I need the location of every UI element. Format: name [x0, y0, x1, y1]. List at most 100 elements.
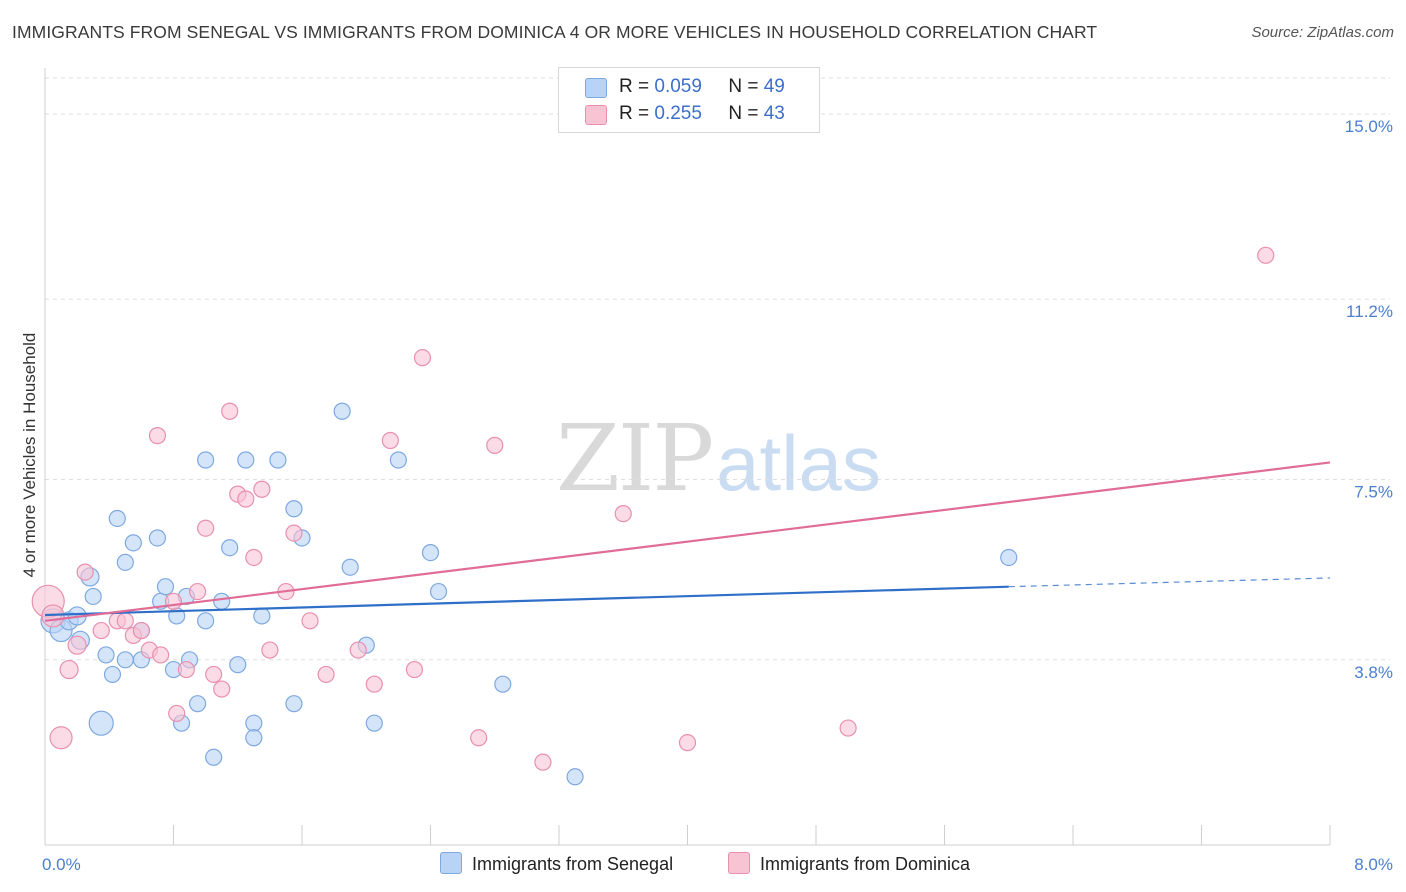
- y-tick-label-1: 7.5%: [1354, 482, 1393, 501]
- y-tick-label-0: 3.8%: [1354, 663, 1393, 682]
- point-dominica-33: [381, 431, 399, 450]
- point-dominica-20: [213, 680, 231, 698]
- point-senegal-28: [213, 592, 231, 610]
- point-senegal-48: [1000, 548, 1018, 567]
- trend-lines: [44, 461, 1331, 622]
- point-senegal-12: [116, 553, 134, 571]
- legend-n-value-senegal: 49: [763, 76, 785, 97]
- legend-r-value-senegal: 0.059: [654, 76, 702, 97]
- bottom-legend-dominica: Immigrants from Dominica: [728, 852, 970, 875]
- legend-r-value-dominica: 0.255: [654, 103, 702, 124]
- point-dominica-30: [317, 665, 335, 684]
- point-senegal-34: [253, 607, 271, 625]
- bottom-legend-label-senegal: Immigrants from Senegal: [472, 854, 674, 874]
- point-dominica-24: [245, 548, 263, 567]
- point-dominica-15: [168, 704, 186, 723]
- point-senegal-18: [156, 578, 175, 596]
- point-senegal-11: [116, 651, 134, 669]
- point-senegal-31: [237, 451, 255, 469]
- y-tick-label-2: 11.2%: [1346, 302, 1393, 321]
- point-senegal-27: [205, 748, 223, 766]
- point-dominica-12: [148, 427, 167, 445]
- point-dominica-42: [1257, 246, 1275, 264]
- bottom-legend-swatch-dominica: [728, 852, 750, 874]
- point-senegal-29: [221, 539, 239, 557]
- legend-swatch-senegal: [585, 78, 607, 98]
- bottom-legend-label-dominica: Immigrants from Dominica: [760, 854, 971, 874]
- point-dominica-18: [197, 519, 215, 537]
- point-senegal-16: [148, 529, 167, 547]
- point-senegal-37: [285, 695, 303, 713]
- point-dominica-2: [49, 726, 73, 750]
- point-dominica-32: [365, 675, 383, 693]
- point-dominica-6: [92, 621, 110, 640]
- point-dominica-3: [59, 659, 79, 680]
- point-dominica-40: [678, 734, 697, 752]
- point-dominica-14: [164, 592, 183, 610]
- point-dominica-37: [486, 436, 504, 454]
- point-dominica-35: [413, 349, 432, 367]
- source-credit: Source: ZipAtlas.com: [1251, 24, 1394, 41]
- point-dominica-17: [188, 582, 207, 601]
- point-senegal-32: [245, 714, 263, 732]
- point-dominica-39: [614, 505, 632, 523]
- point-dominica-21: [221, 402, 239, 420]
- point-senegal-43: [389, 451, 407, 469]
- legend-n-label: N =: [728, 76, 759, 97]
- point-dominica-5: [76, 563, 94, 581]
- point-senegal-8: [97, 646, 115, 664]
- point-dominica-10: [132, 621, 150, 640]
- point-senegal-47: [566, 768, 584, 786]
- legend-swatch-dominica: [585, 105, 607, 125]
- point-dominica-13: [152, 646, 170, 664]
- point-senegal-10: [108, 509, 126, 528]
- point-senegal-45: [429, 582, 448, 601]
- point-senegal-42: [365, 714, 383, 732]
- trend-line-extension-senegal: [1008, 577, 1331, 588]
- point-dominica-29: [301, 612, 319, 630]
- point-senegal-7: [88, 710, 114, 736]
- point-senegal-9: [103, 665, 122, 684]
- correlation-legend: R = 0.059 N = 49 R = 0.255 N = 43: [558, 67, 820, 133]
- point-senegal-13: [124, 534, 142, 552]
- point-senegal-46: [494, 675, 512, 693]
- point-senegal-26: [197, 451, 215, 469]
- point-senegal-39: [333, 402, 351, 420]
- tick-labels: 3.8% 7.5% 11.2% 15.0% 0.0% 8.0%: [42, 117, 1393, 874]
- point-dominica-28: [285, 524, 303, 542]
- point-dominica-31: [349, 641, 367, 659]
- point-senegal-24: [188, 695, 207, 713]
- bottom-legend-senegal: Immigrants from Senegal: [440, 852, 673, 875]
- legend-r-label: R =: [619, 103, 650, 124]
- point-senegal-35: [269, 451, 287, 469]
- bottom-legend-swatch-senegal: [440, 852, 462, 874]
- point-dominica-41: [839, 719, 857, 737]
- legend-n-value-dominica: 43: [763, 103, 785, 124]
- x-tick-label-1: 8.0%: [1354, 855, 1393, 874]
- chart-title: IMMIGRANTS FROM SENEGAL VS IMMIGRANTS FR…: [12, 22, 1098, 42]
- point-dominica-36: [470, 729, 488, 747]
- point-senegal-33: [245, 729, 263, 747]
- axes: [44, 68, 1331, 846]
- point-dominica-16: [177, 660, 195, 679]
- x-tick-label-0: 0.0%: [42, 855, 81, 874]
- point-dominica-8: [116, 612, 134, 630]
- point-senegal-25: [197, 612, 215, 630]
- point-dominica-26: [261, 641, 279, 659]
- grid-lines: [45, 77, 1390, 661]
- data-points: [31, 246, 1275, 786]
- point-dominica-34: [405, 660, 424, 679]
- point-senegal-6: [84, 587, 102, 606]
- point-dominica-19: [205, 665, 223, 684]
- point-senegal-36: [285, 500, 303, 518]
- legend-r-label: R =: [619, 76, 650, 97]
- point-dominica-38: [534, 753, 552, 771]
- legend-n-label: N =: [728, 103, 759, 124]
- y-tick-label-3: 15.0%: [1345, 117, 1393, 136]
- point-dominica-4: [67, 635, 87, 655]
- trend-line-dominica: [44, 461, 1331, 622]
- point-dominica-23: [237, 490, 255, 508]
- trend-line-senegal: [44, 585, 1009, 617]
- point-dominica-25: [253, 480, 271, 498]
